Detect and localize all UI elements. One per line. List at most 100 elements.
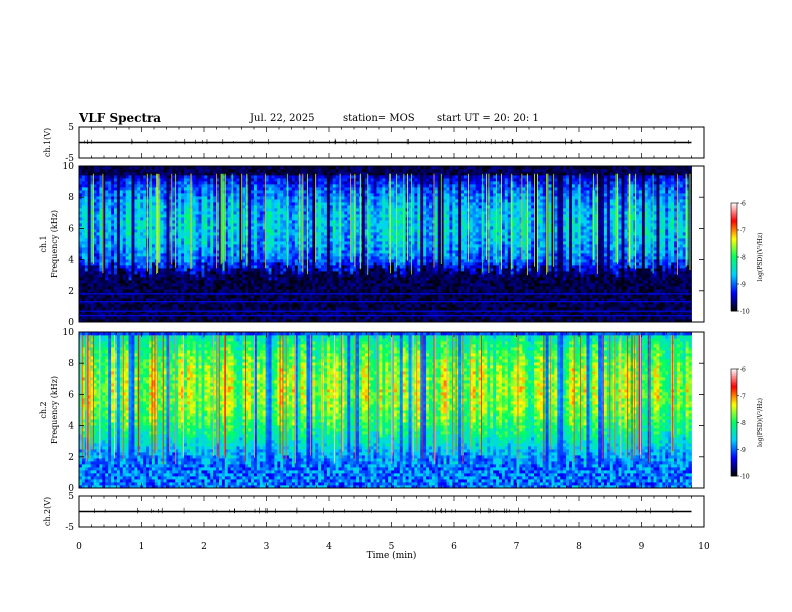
spectrogram-cell [326, 211, 331, 215]
spectrogram-cell [213, 208, 217, 212]
spectrogram-cell [111, 301, 115, 305]
spectrogram-cell [189, 265, 194, 269]
spectrogram-cell [262, 217, 267, 221]
spectrogram-cell [236, 220, 240, 224]
spectrogram-cell [166, 223, 170, 227]
spectrogram-cell [111, 286, 115, 290]
spectrogram-cell [201, 256, 205, 260]
spectrogram-cell [259, 190, 264, 194]
spectrogram-cell [195, 190, 199, 194]
spectrogram-cell [294, 250, 299, 254]
spectrogram-cell [157, 319, 162, 323]
spectrogram-cell [140, 256, 144, 260]
spectrogram-cell [79, 253, 83, 257]
spectrogram-cell [119, 217, 124, 221]
spectrogram-cell [271, 205, 275, 209]
spectrogram-cell [131, 247, 135, 251]
spectrogram-cell [119, 277, 124, 281]
spectrogram-cell [154, 172, 159, 176]
spectrogram-cell [283, 199, 287, 203]
spectrogram-cell [79, 178, 83, 182]
spectrogram-cell [268, 226, 272, 230]
spectrogram-cell [169, 265, 173, 269]
spectrogram-cell [169, 247, 173, 251]
spectrogram-cell [283, 244, 287, 248]
spectrogram-cell [143, 229, 147, 233]
spectrogram-cell [297, 283, 302, 287]
spectrogram-cell [198, 232, 202, 236]
spectrogram-cell [283, 295, 287, 299]
spectrogram-cell [169, 187, 173, 191]
spectrogram-cell [198, 208, 202, 212]
spectrogram-cell [119, 181, 124, 185]
spectrogram-cell [297, 316, 302, 320]
spectrogram-cell [79, 184, 83, 188]
spectrogram-cell [157, 259, 162, 263]
spectrogram-cell [114, 313, 118, 317]
spectrogram-cell [315, 298, 319, 302]
spectrogram-cell [254, 211, 258, 215]
spectrogram-cell [122, 298, 127, 302]
spectrogram-cell [181, 238, 185, 242]
spectrogram-cell [178, 193, 182, 197]
spectrogram-cell [204, 268, 208, 272]
spectrogram-cell [169, 301, 173, 305]
spectrogram-cell [262, 199, 267, 203]
spectrogram-cell [271, 262, 275, 266]
spectrogram-cell [259, 187, 264, 191]
spectrogram-cell [151, 298, 156, 302]
spectrogram-cell [198, 226, 202, 230]
spectrogram-cell [251, 289, 255, 293]
spectrogram-cell [239, 202, 243, 206]
spectrogram-cell [166, 220, 170, 224]
spectrogram-cell [318, 226, 322, 230]
spectrogram-cell [332, 250, 337, 254]
spectrogram-cell [289, 250, 293, 254]
spectrogram-cell [251, 235, 255, 239]
spectrogram-cell [242, 241, 246, 245]
spectrogram-cell [149, 193, 153, 197]
spectrogram-cell [172, 229, 176, 233]
spectrogram-cell [224, 229, 229, 233]
spectrogram-cell [283, 211, 287, 215]
spectrogram-cell [274, 307, 278, 311]
spectrogram-cell [306, 283, 310, 287]
spectrogram-cell [186, 184, 191, 188]
spectrogram-cell [262, 211, 267, 215]
spectrogram-cell [216, 265, 220, 269]
spectrogram-cell [283, 169, 287, 173]
spectrogram-cell [303, 247, 307, 251]
spectrogram-cell [294, 196, 299, 200]
spectrogram-cell [149, 232, 153, 236]
spectrogram-cell [151, 169, 156, 173]
spectrogram-cell [306, 232, 310, 236]
spectrogram-cell [300, 307, 304, 311]
spectrogram-cell [271, 265, 275, 269]
spectrogram-cell [280, 241, 284, 245]
spectrogram-cell [289, 265, 293, 269]
spectrogram-cell [227, 196, 232, 200]
spectrogram-cell [169, 268, 173, 272]
spectrogram-cell [192, 301, 197, 305]
spectrogram-cell [131, 307, 135, 311]
spectrogram-cell [233, 175, 237, 179]
spectrogram-cell [99, 310, 103, 314]
spectrogram-cell [321, 217, 325, 221]
spectrogram-cell [309, 319, 313, 323]
spectrogram-cell [297, 265, 302, 269]
spectrogram-cell [108, 172, 112, 176]
spectrogram-cell [195, 307, 199, 311]
spectrogram-cell [213, 175, 217, 179]
spectrogram-cell [256, 244, 261, 248]
spectrogram-cell [248, 169, 252, 173]
spectrogram-cell [262, 304, 267, 308]
spectrogram-cell [256, 256, 261, 260]
spectrogram-cell [280, 199, 284, 203]
spectrogram-cell [227, 304, 232, 308]
spectrogram-cell [306, 274, 310, 278]
spectrogram-cell [204, 184, 208, 188]
spectrogram-cell [81, 262, 86, 266]
spectrogram-cell [239, 187, 243, 191]
spectrogram-cell [102, 220, 106, 224]
spectrogram-cell [300, 190, 304, 194]
